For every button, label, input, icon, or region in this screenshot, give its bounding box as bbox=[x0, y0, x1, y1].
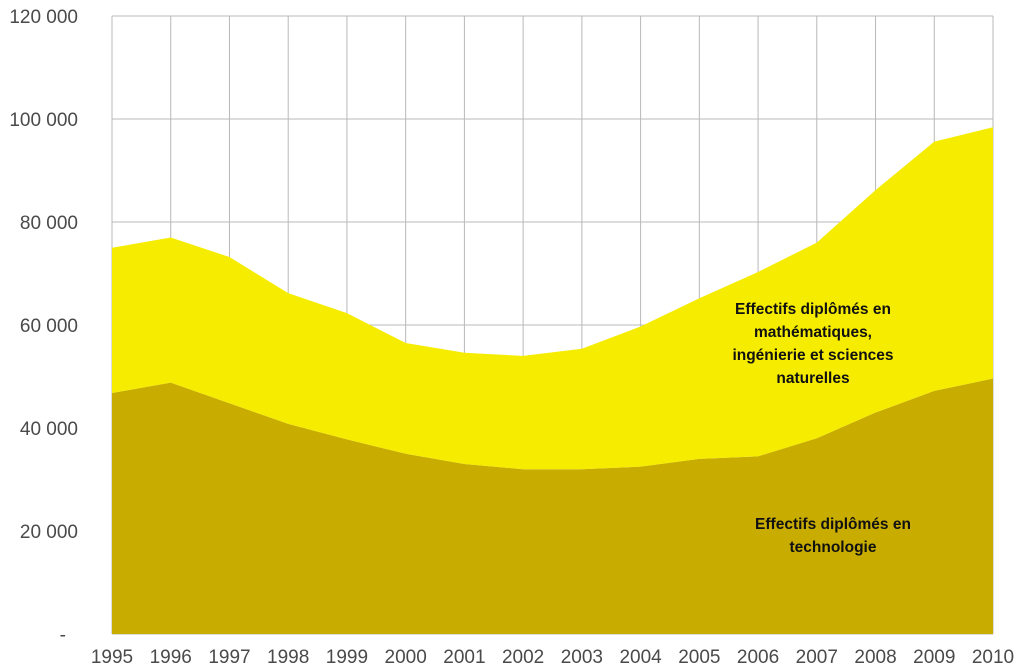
y-tick-label: 100 000 bbox=[9, 110, 78, 131]
x-tick-label: 1997 bbox=[208, 647, 250, 668]
y-tick-label: 20 000 bbox=[20, 522, 78, 543]
series-label-1: Effectifs diplômés en mathématiques, ingén… bbox=[732, 301, 893, 387]
y-tick-label: 120 000 bbox=[9, 7, 78, 28]
x-tick-label: 2005 bbox=[678, 647, 720, 668]
y-tick-label: 40 000 bbox=[20, 419, 78, 440]
x-tick-label: 2009 bbox=[913, 647, 955, 668]
x-axis-ticks: 1995 1996 1997 1998 1999 2000 2001 2002 2003 2004… bbox=[91, 647, 1014, 668]
area-series bbox=[112, 127, 993, 634]
y-axis-ticks: - 20 000 40 000 60 000 80 000 100 000 120 000 bbox=[9, 7, 78, 646]
series-labels: Effectifs diplômés en technologie Effectif… bbox=[732, 301, 911, 556]
x-tick-label: 2003 bbox=[561, 647, 603, 668]
x-tick-label: 1996 bbox=[150, 647, 192, 668]
x-tick-label: 2010 bbox=[972, 647, 1014, 668]
series-label-0: Effectifs diplômés en technologie bbox=[755, 516, 911, 556]
y-tick-label: - bbox=[60, 625, 66, 646]
x-tick-label: 1999 bbox=[326, 647, 368, 668]
x-tick-label: 1998 bbox=[267, 647, 309, 668]
x-tick-label: 2004 bbox=[619, 647, 662, 668]
x-tick-label: 2001 bbox=[443, 647, 485, 668]
y-tick-label: 80 000 bbox=[20, 213, 78, 234]
y-tick-label: 60 000 bbox=[20, 316, 78, 337]
x-tick-label: 2002 bbox=[502, 647, 544, 668]
x-tick-label: 1995 bbox=[91, 647, 133, 668]
x-tick-label: 2008 bbox=[854, 647, 896, 668]
x-tick-label: 2007 bbox=[796, 647, 838, 668]
x-tick-label: 2000 bbox=[385, 647, 427, 668]
area-series-0 bbox=[112, 378, 993, 634]
area-series-1 bbox=[112, 127, 993, 470]
x-tick-label: 2006 bbox=[737, 647, 779, 668]
